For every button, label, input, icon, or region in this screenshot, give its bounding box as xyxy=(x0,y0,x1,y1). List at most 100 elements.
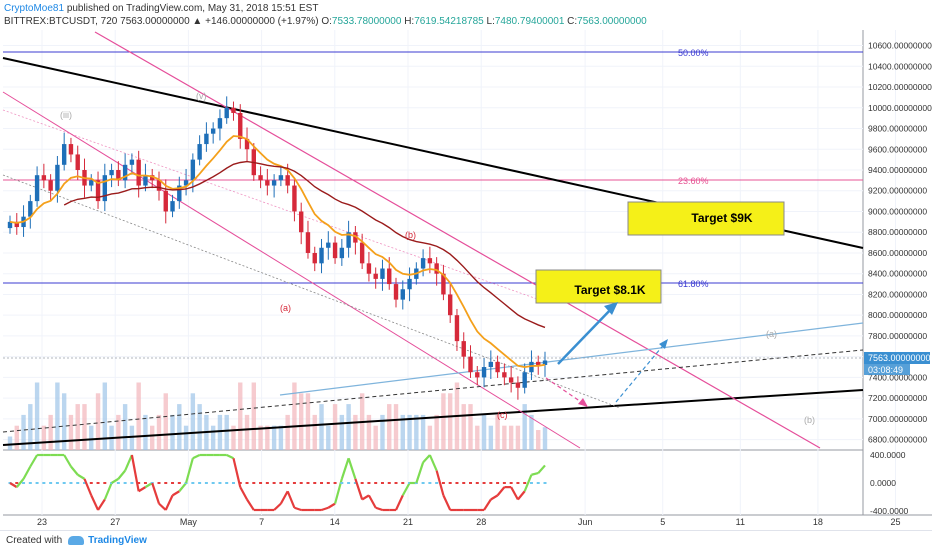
volume-bar xyxy=(21,414,26,450)
oscillator-dot xyxy=(441,482,445,484)
oscillator-dot xyxy=(536,482,540,484)
oscillator-dot xyxy=(123,482,127,484)
oscillator-dot xyxy=(55,482,59,484)
candle-body xyxy=(461,341,466,357)
oscillator-dot xyxy=(313,482,317,484)
main-pane[interactable] xyxy=(3,30,863,450)
oscillator-line xyxy=(15,478,25,488)
bullish-arrow[interactable] xyxy=(557,305,615,365)
candle-body xyxy=(210,128,216,134)
volume-bar xyxy=(495,414,500,450)
oscillator-dot xyxy=(299,482,303,484)
oscillator-dot xyxy=(22,482,26,484)
oscillator-line xyxy=(97,498,106,511)
oscillator-dot xyxy=(252,482,256,484)
time-tick-label: 7 xyxy=(259,517,264,527)
candle-body xyxy=(41,175,47,181)
price-tick-label: 9800.00000000 xyxy=(868,124,927,134)
price-tick-label: 6800.00000000 xyxy=(868,435,927,445)
candle-body xyxy=(190,159,196,181)
oscillator-line xyxy=(246,498,255,511)
oscillator-dot xyxy=(279,482,283,484)
blue-trendline[interactable] xyxy=(279,322,864,396)
author-link[interactable]: CryptoMoe81 xyxy=(4,3,65,14)
candle-body xyxy=(508,377,514,383)
volume-bar xyxy=(197,404,202,450)
volume-bar xyxy=(251,382,256,450)
oscillator-dot xyxy=(496,482,500,484)
oscillator-line xyxy=(401,482,411,496)
oscillator-dot xyxy=(462,482,466,484)
indicator-tick-label: 400.0000 xyxy=(870,450,906,460)
oscillator-dot xyxy=(543,482,547,484)
oscillator-dot xyxy=(82,482,86,484)
price-tick-label: 8000.00000000 xyxy=(868,310,927,320)
open-label: O: xyxy=(321,16,332,27)
bullish-arrowhead xyxy=(604,302,618,315)
time-tick-label: 25 xyxy=(891,517,901,527)
oscillator-dot xyxy=(353,482,357,484)
target-9k-label: Target $9K xyxy=(691,211,752,225)
candle-body xyxy=(299,211,304,233)
volume-bar xyxy=(536,430,541,450)
volume-bar xyxy=(143,414,148,450)
time-axis[interactable]: 23 27 May 7 14 21 28 Jun 5 11 18 25 xyxy=(37,517,901,527)
oscillator-dot xyxy=(320,482,324,484)
fib-618-label: 61.80% xyxy=(678,279,709,289)
volume-bar xyxy=(353,414,358,450)
volume-bar xyxy=(258,425,263,450)
oscillator-line xyxy=(138,486,147,493)
channel-upper-line[interactable] xyxy=(94,31,821,449)
candle-body xyxy=(447,294,453,316)
oscillator-dot xyxy=(502,482,506,484)
projection-arrowhead-up xyxy=(659,339,668,349)
oscillator-dot xyxy=(272,482,276,484)
candle-body xyxy=(265,180,270,186)
support-trendline[interactable] xyxy=(2,389,864,446)
target-81k-box[interactable] xyxy=(535,269,662,304)
oscillator-line xyxy=(428,454,438,472)
time-tick-label: 5 xyxy=(660,517,665,527)
oscillator-line xyxy=(151,482,161,504)
tradingview-brand-text: TradingView xyxy=(88,535,147,546)
last-price-tag xyxy=(864,352,930,364)
volume-bar xyxy=(129,425,135,450)
volume-bar xyxy=(393,404,399,450)
oscillator-line xyxy=(185,457,194,484)
oscillator-dot xyxy=(489,482,493,484)
tradingview-brand[interactable]: TradingView xyxy=(68,535,147,546)
oscillator-line xyxy=(158,502,167,511)
candle-body xyxy=(441,273,446,295)
oscillator-line xyxy=(178,482,187,492)
volume-bar xyxy=(156,414,162,450)
price-chart[interactable]: 50.00% 23.60% 61.80% Target $9K Target $… xyxy=(0,30,932,530)
oscillator-dot xyxy=(448,482,452,484)
oscillator-line xyxy=(22,465,32,480)
volume-bar xyxy=(468,404,473,450)
volume-bar xyxy=(190,393,196,450)
volume-bar xyxy=(244,414,250,450)
low-label: L: xyxy=(486,16,495,27)
candle-body xyxy=(224,107,229,119)
timer-tag xyxy=(864,364,910,375)
volume-bar xyxy=(292,382,297,450)
candle-body xyxy=(204,133,209,145)
oscillator-line xyxy=(510,486,519,501)
price-axis[interactable]: 10600.00000000 10400.00000000 10200.000000… xyxy=(868,41,932,445)
price-tick-label: 9600.00000000 xyxy=(868,144,927,154)
oscillator-dot xyxy=(198,482,202,484)
candle-body xyxy=(238,112,243,139)
channel-lower-line[interactable] xyxy=(2,91,581,449)
volume-bar xyxy=(407,414,412,450)
target-9k-box[interactable] xyxy=(627,201,785,236)
projection-arrow-up xyxy=(615,341,667,403)
open-value: 7533.78000000 xyxy=(331,16,402,27)
oscillator-dot xyxy=(360,482,364,484)
volume-bar xyxy=(508,425,514,450)
oscillator-dot xyxy=(225,482,229,484)
oscillator-dot xyxy=(231,482,235,484)
volume-bar xyxy=(441,393,446,450)
wave-label-iii: (iii) xyxy=(60,110,72,120)
oscillator-dot xyxy=(306,482,310,484)
